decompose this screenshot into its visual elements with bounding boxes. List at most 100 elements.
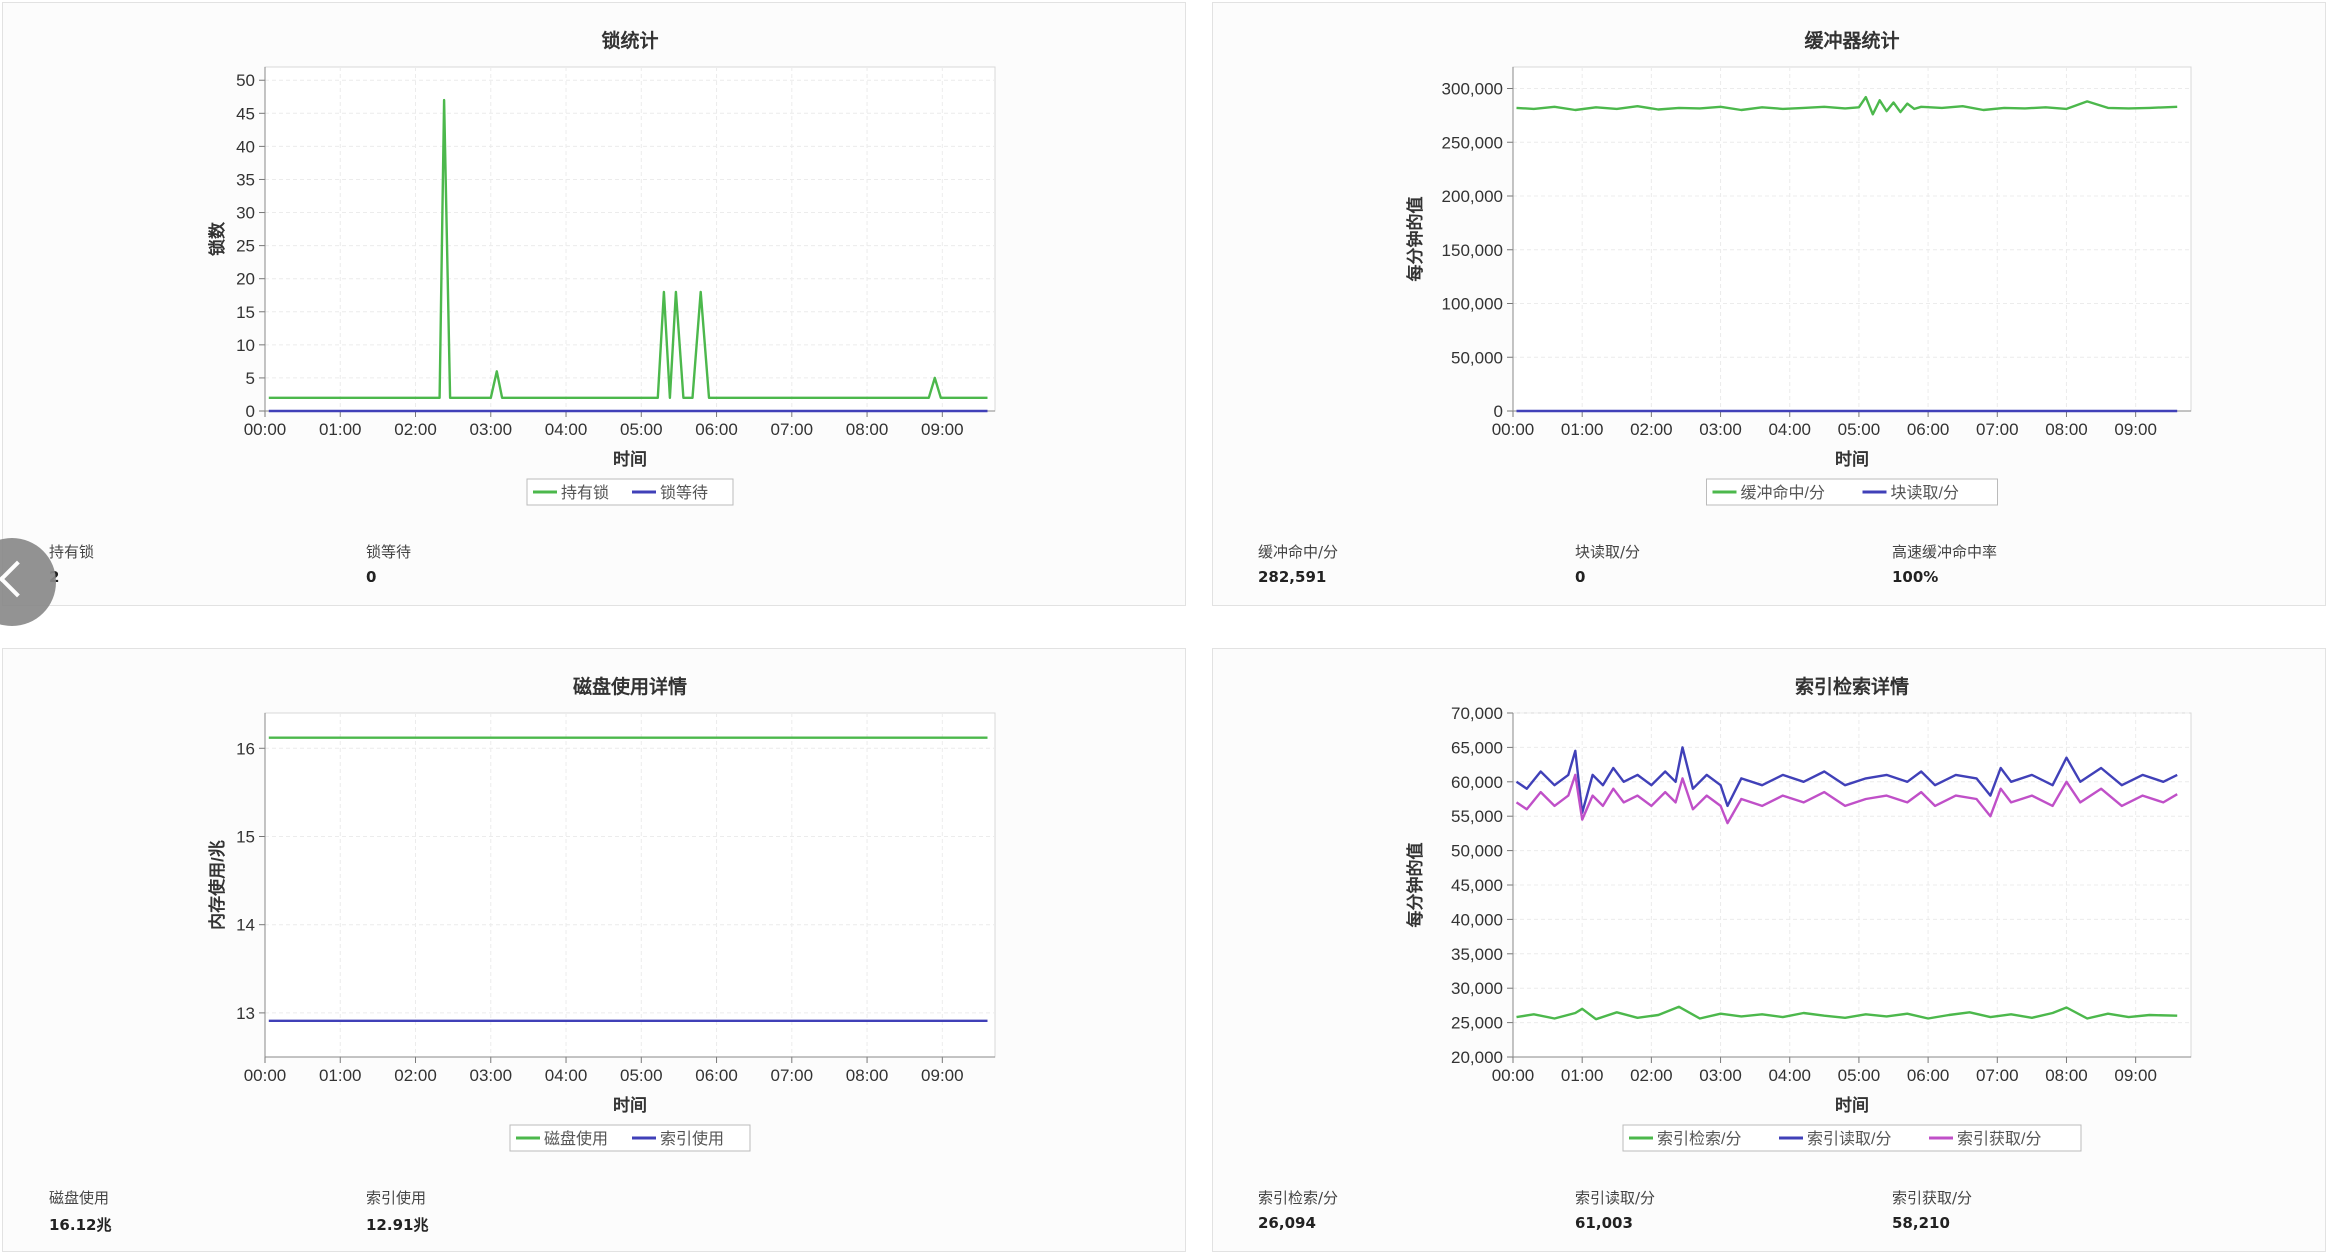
y-tick-label: 50 <box>236 71 255 90</box>
x-tick-label: 07:00 <box>1976 420 2019 439</box>
legend-label: 磁盘使用 <box>544 1129 608 1148</box>
chevron-left-icon <box>0 560 36 598</box>
x-tick-label: 02:00 <box>1630 1066 1673 1085</box>
chart-title: 缓冲器统计 <box>1804 29 1899 52</box>
legend-box <box>526 478 734 506</box>
y-tick-label: 16 <box>236 739 255 758</box>
legend-label: 索引使用 <box>660 1130 724 1148</box>
y-tick-label: 45,000 <box>1451 876 1503 895</box>
x-axis-label: 时间 <box>1835 1095 1869 1115</box>
y-axis-label: 每分钟的值 <box>1405 197 1425 282</box>
y-tick-label: 150,000 <box>1442 241 1503 260</box>
stat-label: 持有锁 <box>49 543 95 561</box>
x-tick-label: 04:00 <box>545 420 588 439</box>
x-tick-label: 06:00 <box>1907 1066 1950 1085</box>
stat-index-fetches: 索引获取/分 58,210 <box>1892 1187 1972 1232</box>
legend-label: 缓冲命中/分 <box>1741 484 1825 502</box>
stat-label: 磁盘使用 <box>49 1189 110 1207</box>
legend-label: 索引检索/分 <box>1657 1130 1741 1148</box>
y-tick-label: 100,000 <box>1442 295 1503 314</box>
x-tick-label: 05:00 <box>1838 420 1881 439</box>
legend-box <box>1622 1124 2082 1152</box>
x-tick-label: 09:00 <box>921 1066 964 1085</box>
y-tick-label: 300,000 <box>1442 80 1503 99</box>
series-line <box>1516 1005 2178 1021</box>
y-tick-label: 13 <box>236 1004 255 1023</box>
stat-index-scans: 索引检索/分 26,094 <box>1258 1187 1338 1232</box>
plot-area <box>264 712 996 1058</box>
stat-value: 12.91兆 <box>366 1216 429 1234</box>
stat-index-reads: 索引读取/分 61,003 <box>1575 1187 1655 1232</box>
index-retrieval-summary: 索引检索/分 26,094 索引读取/分 61,003 索引获取/分 58,21… <box>1213 1187 2325 1247</box>
stat-label: 索引使用 <box>366 1189 427 1207</box>
y-tick-label: 35 <box>236 170 255 189</box>
stat-label: 索引读取/分 <box>1575 1189 1656 1207</box>
stat-value: 282,591 <box>1258 568 1327 586</box>
y-tick-label: 15 <box>236 303 255 322</box>
x-tick-label: 01:00 <box>319 420 362 439</box>
x-tick-label: 07:00 <box>771 420 814 439</box>
x-tick-label: 01:00 <box>1561 420 1604 439</box>
stat-value: 61,003 <box>1575 1214 1633 1232</box>
y-tick-label: 55,000 <box>1451 807 1503 826</box>
x-axis-label: 时间 <box>613 449 647 469</box>
x-axis-label: 时间 <box>613 1095 647 1115</box>
series-line <box>1515 746 2178 815</box>
x-tick-label: 02:00 <box>1630 420 1673 439</box>
x-tick-label: 06:00 <box>695 1066 738 1085</box>
x-axis-label: 时间 <box>1835 449 1869 469</box>
plot-area <box>1512 66 2192 412</box>
series-line <box>1516 95 2178 116</box>
x-tick-label: 07:00 <box>771 1066 814 1085</box>
legend-label: 持有锁 <box>561 484 609 502</box>
y-tick-label: 14 <box>236 916 255 935</box>
x-tick-label: 01:00 <box>1561 1066 1604 1085</box>
y-tick-label: 25,000 <box>1451 1014 1503 1033</box>
x-tick-label: 01:00 <box>319 1066 362 1085</box>
x-tick-label: 04:00 <box>1768 1066 1811 1085</box>
lock-stats-chart: 0 5 10 15 20 25 30 35 40 45 50 00:00 01:00 02:00 03:00… <box>207 29 996 506</box>
y-tick-label: 10 <box>236 336 255 355</box>
y-tick-label: 60,000 <box>1451 773 1503 792</box>
series-line <box>1515 773 2178 825</box>
y-tick-label: 40 <box>236 137 255 156</box>
x-tick-label: 08:00 <box>2045 1066 2088 1085</box>
buffer-stats-summary: 缓冲命中/分 282,591 块读取/分 0 高速缓冲命中率 100% <box>1213 541 2325 601</box>
x-tick-label: 00:00 <box>1492 420 1535 439</box>
stat-value: 26,094 <box>1258 1214 1316 1232</box>
x-tick-label: 08:00 <box>846 420 889 439</box>
stat-label: 索引检索/分 <box>1258 1189 1339 1207</box>
x-tick-label: 05:00 <box>620 1066 663 1085</box>
lock-stats-summary: 持有锁 2 锁等待 0 <box>3 541 1185 601</box>
stat-value: 0 <box>1575 568 1586 586</box>
disk-usage-chart: 13 14 15 16 00:00 01:00 02:00 03:00 04:00 05:00 06… <box>207 675 996 1152</box>
y-tick-label: 50,000 <box>1451 348 1503 367</box>
y-tick-label: 25 <box>236 237 255 256</box>
stat-label: 索引获取/分 <box>1892 1189 1973 1207</box>
x-tick-label: 06:00 <box>1907 420 1950 439</box>
x-tick-label: 04:00 <box>1768 420 1811 439</box>
legend-label: 索引获取/分 <box>1957 1130 2041 1148</box>
stat-value: 0 <box>366 568 377 586</box>
stat-label: 缓冲命中/分 <box>1258 543 1339 561</box>
x-tick-label: 03:00 <box>1699 1066 1742 1085</box>
x-tick-label: 09:00 <box>2114 420 2157 439</box>
y-tick-label: 50,000 <box>1451 842 1503 861</box>
stat-block-reads: 块读取/分 0 <box>1575 541 1640 586</box>
y-tick-label: 65,000 <box>1451 738 1503 757</box>
y-axis-label: 锁数 <box>207 221 227 256</box>
stat-value: 58,210 <box>1892 1214 1950 1232</box>
x-tick-label: 03:00 <box>469 420 512 439</box>
stat-buffer-hits: 缓冲命中/分 282,591 <box>1258 541 1338 586</box>
index-retrieval-chart: 20,000 25,000 30,000 35,000 40,000 45,000 50,0… <box>1405 675 2192 1152</box>
y-tick-label: 20,000 <box>1451 1048 1503 1067</box>
stat-label: 锁等待 <box>366 543 412 561</box>
stat-value: 100% <box>1892 568 1939 586</box>
x-tick-label: 00:00 <box>244 420 287 439</box>
index-retrieval-panel: 20,000 25,000 30,000 35,000 40,000 45,000 50,0… <box>1212 648 2326 1252</box>
y-tick-label: 70,000 <box>1451 704 1503 723</box>
x-tick-label: 02:00 <box>394 1066 437 1085</box>
buffer-stats-chart: 0 50,000 100,000 150,000 200,000 250,000 300,0… <box>1405 29 2192 506</box>
y-tick-label: 250,000 <box>1442 133 1503 152</box>
disk-usage-summary: 磁盘使用 16.12兆 索引使用 12.91兆 <box>3 1187 1185 1247</box>
